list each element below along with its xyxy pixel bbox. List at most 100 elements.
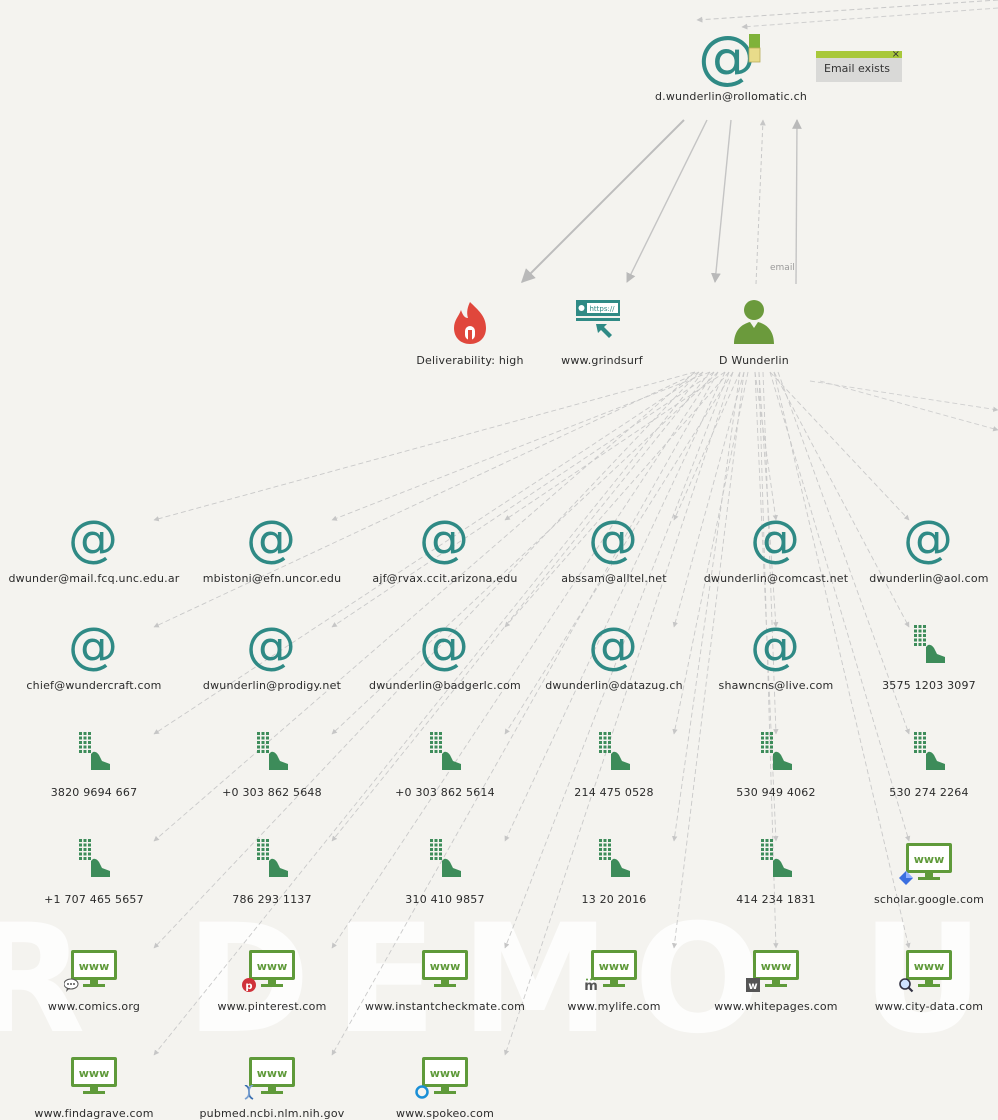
graph-edge — [741, 7, 998, 30]
svg-text:m: m — [584, 979, 598, 993]
graph-node[interactable]: Deliverability: high — [375, 294, 565, 367]
website-icon: www — [64, 940, 122, 996]
graph-edge — [792, 119, 802, 285]
phone-keypad-icon — [748, 833, 804, 889]
graph-node[interactable]: 530 274 2264 — [834, 726, 998, 799]
graph-node[interactable]: @ dwunderlin@comcast.net — [681, 512, 871, 585]
graph-node[interactable]: @ shawncns@live.com — [681, 619, 871, 692]
root-email-label: d.wunderlin@rollomatic.ch — [654, 90, 808, 103]
graph-edge — [819, 380, 998, 432]
node-label: 310 410 9857 — [405, 893, 485, 906]
phone-keypad-icon — [748, 726, 804, 782]
graph-node[interactable]: 786 293 1137 — [177, 833, 367, 906]
graph-edge — [331, 371, 719, 1056]
node-label: 214 475 0528 — [574, 786, 654, 799]
node-label: +0 303 862 5648 — [222, 786, 322, 799]
website-icon: www — [244, 1047, 300, 1103]
https-redirect-icon: https:// — [574, 294, 630, 350]
node-label: shawncns@live.com — [718, 679, 834, 692]
graph-node[interactable]: +1 707 465 5657 — [0, 833, 189, 906]
phone-keypad-icon — [586, 833, 642, 889]
graph-edge — [504, 371, 726, 842]
at-icon: @ — [588, 510, 638, 568]
graph-node[interactable]: www www.comics.org — [0, 940, 189, 1013]
node-label: +0 303 862 5614 — [395, 786, 495, 799]
website-icon: www p — [242, 940, 300, 996]
graph-node[interactable]: @ ajf@rvax.ccit.arizona.edu — [350, 512, 540, 585]
phone-keypad-icon — [901, 619, 957, 675]
graph-edge — [777, 371, 910, 735]
graph-node[interactable]: www pubmed.ncbi.nlm.nih.gov — [177, 1047, 367, 1120]
graph-node[interactable]: @ dwunderlin@badgerlc.com — [350, 619, 540, 692]
node-label: www.instantcheckmate.com — [364, 1000, 526, 1013]
graph-node[interactable]: www scholar.google.com — [834, 833, 998, 906]
graph-edge — [762, 371, 779, 735]
graph-node[interactable]: 3820 9694 667 — [0, 726, 189, 799]
graph-node[interactable]: +0 303 862 5614 — [350, 726, 540, 799]
at-icon: @ — [419, 617, 469, 675]
graph-node[interactable]: www p www.pinterest.com — [177, 940, 367, 1013]
phone-keypad-icon — [66, 833, 122, 889]
graph-edge — [331, 371, 715, 628]
graph-node[interactable]: @ dwunderlin@aol.com — [834, 512, 998, 585]
graph-edge — [153, 371, 700, 949]
graph-node[interactable]: @ mbistoni@efn.uncor.edu — [177, 512, 367, 585]
graph-edge — [153, 371, 704, 1056]
email-icon: @ — [696, 28, 766, 86]
graph-edge — [758, 371, 779, 949]
email-exists-tag[interactable]: Email exists × — [816, 49, 902, 82]
at-icon: @ — [68, 510, 118, 568]
graph-edge — [504, 371, 730, 628]
graph-node[interactable]: @ abssam@alltel.net — [519, 512, 709, 585]
root-email-node[interactable]: @ d.wunderlin@rollomatic.ch — [636, 28, 826, 103]
graph-node[interactable]: www www.findagrave.com — [0, 1047, 189, 1120]
graph-edge — [153, 371, 696, 842]
graph-node[interactable]: @ dwunderlin@datazug.ch — [519, 619, 709, 692]
graph-edge — [521, 119, 685, 283]
graph-node[interactable]: 3575 1203 3097 — [834, 619, 998, 692]
graph-node[interactable]: @ dwunderlin@prodigy.net — [177, 619, 367, 692]
graph-edge — [331, 371, 719, 735]
graph-edge — [503, 371, 734, 1056]
graph-node[interactable]: www www.instantcheckmate.com — [350, 940, 540, 1013]
graph-edge — [153, 371, 696, 522]
phone-keypad-icon — [417, 833, 473, 889]
svg-text:www: www — [761, 960, 792, 973]
phone-keypad-icon — [417, 726, 473, 782]
graph-node[interactable]: +0 303 862 5648 — [177, 726, 367, 799]
graph-node[interactable]: www m www.mylife.com — [519, 940, 709, 1013]
graph-node[interactable]: 310 410 9857 — [350, 833, 540, 906]
graph-node[interactable]: @ chief@wundercraft.com — [0, 619, 189, 692]
graph-edge — [671, 371, 745, 949]
graph-edge — [809, 380, 998, 412]
close-icon[interactable]: × — [891, 49, 900, 60]
graph-edge — [504, 371, 726, 521]
graph-node[interactable]: 530 949 4062 — [681, 726, 871, 799]
graph-node[interactable]: @ dwunder@mail.fcq.unc.edu.ar — [0, 512, 189, 585]
svg-text:www: www — [257, 1067, 288, 1080]
graph-node[interactable]: www www.spokeo.com — [350, 1047, 540, 1120]
node-label: www.comics.org — [47, 1000, 141, 1013]
graph-node[interactable]: 214 475 0528 — [519, 726, 709, 799]
graph-node[interactable]: 13 20 2016 — [519, 833, 709, 906]
graph-node[interactable]: www w www.whitepages.com — [681, 940, 871, 1013]
graph-node[interactable]: D Wunderlin — [659, 294, 849, 367]
svg-text:www: www — [79, 1067, 110, 1080]
graph-edge — [769, 371, 910, 521]
node-label: D Wunderlin — [719, 354, 789, 367]
at-icon: @ — [750, 510, 800, 568]
graph-edge — [773, 371, 911, 949]
graph-edge — [504, 371, 734, 735]
email-exists-label: Email exists — [824, 62, 890, 75]
website-icon: www — [899, 833, 957, 889]
edge-label: email — [770, 263, 795, 273]
magnifier-icon — [899, 978, 914, 993]
watermark: R DEMO USE ONL — [0, 893, 998, 1067]
graph-node[interactable]: 414 234 1831 — [681, 833, 871, 906]
graph-node[interactable]: www www.city-data.com — [834, 940, 998, 1013]
graph-node[interactable]: https:// www.grindsurf — [507, 294, 697, 367]
phone-keypad-icon — [244, 833, 300, 889]
node-label: chief@wundercraft.com — [26, 679, 162, 692]
node-label: www.findagrave.com — [34, 1107, 154, 1120]
